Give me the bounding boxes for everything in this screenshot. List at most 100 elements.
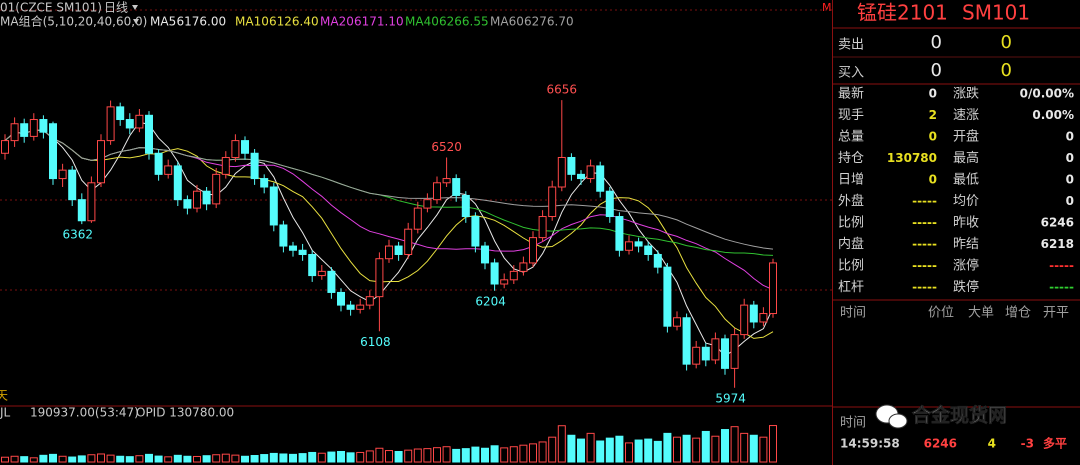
field-label: 比例 — [838, 259, 864, 274]
volume-bar — [682, 434, 691, 463]
column-header: 开平 — [1043, 306, 1069, 321]
candle-body — [173, 165, 182, 201]
ma-value: 6171.10 — [354, 15, 404, 29]
book-qty: 0 — [1001, 60, 1012, 81]
volume-bar — [97, 453, 105, 463]
volume-bar — [308, 451, 317, 463]
candle-body — [548, 186, 557, 218]
candle-body — [404, 228, 413, 255]
candle-body — [116, 106, 125, 121]
volume-bar — [730, 426, 739, 463]
candle-body — [77, 199, 86, 222]
field-value: ----- — [912, 194, 937, 208]
flag: M — [822, 1, 832, 14]
field-value: 6218 — [1041, 237, 1074, 251]
ma-set[interactable]: MA组合(5,10,20,40,60,0) — [0, 14, 147, 29]
volume-bar — [317, 452, 326, 463]
field-value: 0 — [929, 130, 937, 144]
candle-body — [365, 296, 374, 306]
candle-body — [509, 270, 518, 281]
field-label: 涨跌 — [953, 86, 979, 102]
field-label: 现手 — [838, 108, 864, 123]
dropdown-icon[interactable] — [133, 19, 139, 24]
candle-body — [202, 190, 211, 205]
volume-bar — [653, 440, 662, 463]
candle-body — [500, 279, 509, 285]
book-label: 买入 — [838, 66, 864, 81]
volume-bar — [692, 437, 701, 463]
ma-value: 6176.00 — [177, 15, 227, 29]
volume-bar — [596, 440, 605, 463]
volume-bar — [68, 456, 77, 463]
dropdown-icon[interactable] — [132, 5, 138, 10]
field-value: 0/0.00% — [1020, 87, 1074, 101]
ma-line — [4, 129, 774, 339]
volume-bar — [567, 434, 576, 463]
field-value: 0 — [929, 173, 937, 187]
volume-bar — [231, 454, 240, 463]
candle-body — [106, 106, 115, 142]
candle-body — [605, 190, 614, 218]
candle-body — [1, 140, 9, 154]
ma-value: 6266.55 — [439, 15, 489, 29]
field-value: ----- — [912, 280, 937, 294]
ma-name: MA10 — [235, 15, 269, 29]
volume-bar — [10, 455, 19, 463]
candle-body — [231, 140, 240, 158]
ma-name: MA40 — [405, 15, 439, 29]
volume-bar — [77, 455, 86, 463]
column-header: 时间 — [840, 306, 866, 321]
candle-body — [596, 165, 605, 192]
ma-name: MA5 — [150, 15, 176, 29]
field-label: 涨停 — [953, 258, 979, 274]
candle-body — [10, 123, 19, 142]
candle-body — [721, 338, 729, 369]
candle-body — [586, 165, 595, 180]
volume-bar — [615, 435, 624, 463]
field-label: 杠杆 — [838, 279, 864, 295]
field-label: 最低 — [953, 173, 979, 188]
candle-body — [87, 182, 96, 222]
book-qty: 0 — [1001, 32, 1012, 53]
field-value: 6246 — [1041, 216, 1074, 230]
field-label: 均价 — [953, 194, 979, 209]
volume-label: JL — [0, 406, 11, 420]
volume-bar — [116, 455, 125, 463]
volume-bar — [154, 455, 163, 463]
low-label: 6108 — [360, 335, 391, 349]
candle-body — [730, 334, 739, 369]
candle-body — [644, 245, 653, 255]
field-value: 0 — [1066, 151, 1074, 165]
candle-body — [49, 123, 57, 180]
candle-body — [519, 262, 528, 272]
field-value: ----- — [912, 259, 937, 273]
volume-bar — [87, 454, 96, 463]
candle-body — [577, 173, 585, 180]
field-label: 最高 — [953, 150, 979, 166]
candle-body — [97, 140, 105, 184]
field-value: 0 — [929, 87, 937, 101]
period[interactable]: 日线 — [104, 1, 128, 15]
volume-bar — [461, 448, 470, 463]
volume-bar — [442, 446, 451, 463]
candle-body — [653, 253, 662, 268]
opid: OPID 130780.00 — [136, 406, 234, 420]
field-value: ----- — [1049, 259, 1074, 273]
trade-cell: 多平 — [1043, 436, 1067, 451]
volume-bar — [337, 451, 345, 463]
volume-bar — [452, 448, 461, 463]
volume-bar — [20, 456, 29, 463]
volume-bar — [202, 455, 211, 463]
candle-body — [749, 304, 758, 323]
field-label: 比例 — [838, 216, 864, 231]
field-label: 持仓 — [838, 151, 864, 166]
low-label: 5974 — [715, 391, 746, 405]
volume-bar — [125, 456, 134, 463]
high-label: 6656 — [547, 83, 578, 97]
candle-body — [39, 119, 48, 133]
volume-bar — [346, 452, 355, 463]
field-label: 外盘 — [838, 193, 864, 209]
candle-body — [221, 156, 230, 175]
candle-body — [567, 156, 576, 175]
watermark-text: 合金现货网 — [912, 404, 1007, 427]
